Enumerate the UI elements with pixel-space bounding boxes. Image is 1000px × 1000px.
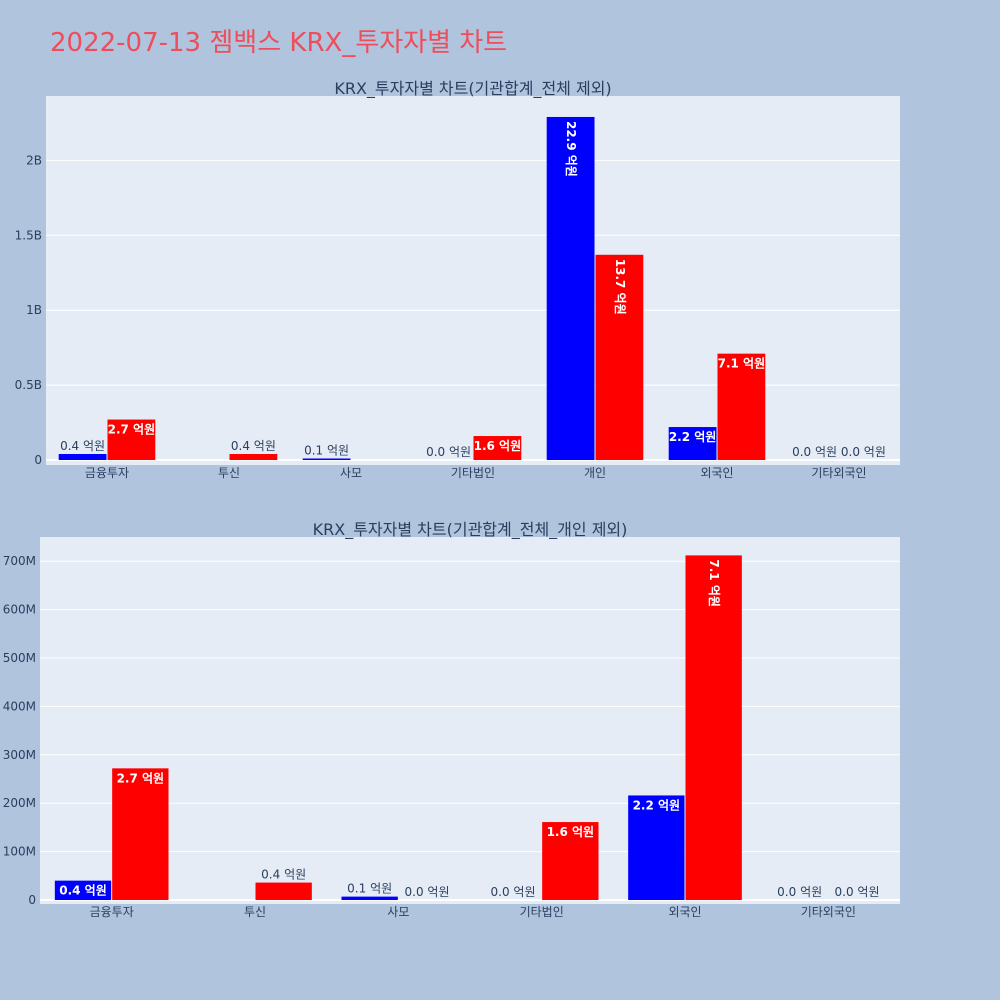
y-tick-label: 2B <box>26 153 42 167</box>
data-label: 0.4 억원 <box>59 884 107 898</box>
bar-buy <box>54 880 112 900</box>
bar-buy <box>668 427 717 460</box>
bar-sell <box>595 254 644 460</box>
bar-sell <box>717 353 766 460</box>
data-label: 1.6 억원 <box>474 439 522 453</box>
data-label: 0.4 억원 <box>60 439 105 453</box>
data-label: 7.1 억원 <box>718 357 766 371</box>
data-label: 0.0 억원 <box>426 445 471 459</box>
page-title: 2022-07-13 젬백스 KRX_투자자별 차트 <box>50 28 508 58</box>
bar-sell <box>255 882 312 900</box>
bar-sell <box>107 419 156 460</box>
data-label: 1.6 억원 <box>547 825 595 839</box>
y-tick-label: 400M <box>3 699 36 713</box>
y-tick-label: 1B <box>26 303 42 317</box>
data-label: 2.2 억원 <box>633 798 681 812</box>
bar-buy <box>341 896 398 900</box>
x-tick-label: 사모 <box>387 905 409 919</box>
x-tick-label: 금융투자 <box>90 905 134 919</box>
data-label: 0.0 억원 <box>841 445 886 459</box>
x-tick-label: 외국인 <box>668 905 701 919</box>
y-tick-label: 500M <box>3 651 36 665</box>
data-label: 0.1 억원 <box>347 882 392 896</box>
data-label: 0.0 억원 <box>777 885 822 899</box>
chart-title: KRX_투자자별 차트(기관합계_전체_개인 제외) <box>313 520 628 540</box>
y-tick-label: 0 <box>34 453 42 467</box>
y-tick-label: 0.5B <box>15 378 42 392</box>
y-tick-label: 600M <box>3 603 36 617</box>
x-tick-label: 기타법인 <box>520 905 564 919</box>
x-tick-label: 개인 <box>584 466 606 480</box>
x-tick-label: 기타외국인 <box>801 905 856 919</box>
data-label: 0.1 억원 <box>304 444 349 458</box>
data-label: 0.0 억원 <box>835 885 880 899</box>
y-tick-label: 300M <box>3 748 36 762</box>
data-label: 0.0 억원 <box>405 885 450 899</box>
y-tick-label: 0 <box>28 893 36 907</box>
bar-buy <box>546 116 595 460</box>
x-tick-label: 금융투자 <box>85 466 129 480</box>
data-label: 0.0 억원 <box>491 885 536 899</box>
data-label: 22.9 억원 <box>564 121 578 177</box>
bar-sell <box>542 822 599 900</box>
bar-buy <box>628 795 685 900</box>
data-label: 0.4 억원 <box>261 868 306 882</box>
data-label: 13.7 억원 <box>613 259 627 315</box>
x-tick-label: 투신 <box>244 905 266 919</box>
x-tick-label: 사모 <box>340 466 362 480</box>
chart-title: KRX_투자자별 차트(기관합계_전체 제외) <box>334 79 611 99</box>
data-label: 0.0 억원 <box>792 445 837 459</box>
x-tick-label: 기타법인 <box>451 466 495 480</box>
bar-buy <box>302 458 351 460</box>
bar-sell <box>473 436 522 460</box>
bar-sell <box>112 768 169 900</box>
data-label: 2.2 억원 <box>669 430 717 444</box>
chart-institutional-excluded: KRX_투자자별 차트(기관합계_전체 제외) 0 0.5B 1B 1.5B 2B 금융투자… <box>15 79 900 480</box>
y-tick-label: 100M <box>3 845 36 859</box>
y-tick-label: 200M <box>3 796 36 810</box>
bar-sell <box>229 454 278 460</box>
y-tick-label: 1.5B <box>15 228 42 242</box>
y-tick-label: 700M <box>3 554 36 568</box>
bar-sell <box>685 555 742 900</box>
x-tick-label: 기타외국인 <box>811 466 866 480</box>
data-label: 0.4 억원 <box>231 439 276 453</box>
x-tick-label: 투신 <box>218 466 240 480</box>
x-tick-label: 외국인 <box>700 466 733 480</box>
data-label: 7.1 억원 <box>707 559 721 607</box>
plot-area <box>40 537 900 904</box>
bar-buy <box>58 454 107 460</box>
data-label: 2.7 억원 <box>108 423 156 437</box>
data-label: 2.7 억원 <box>117 771 165 785</box>
